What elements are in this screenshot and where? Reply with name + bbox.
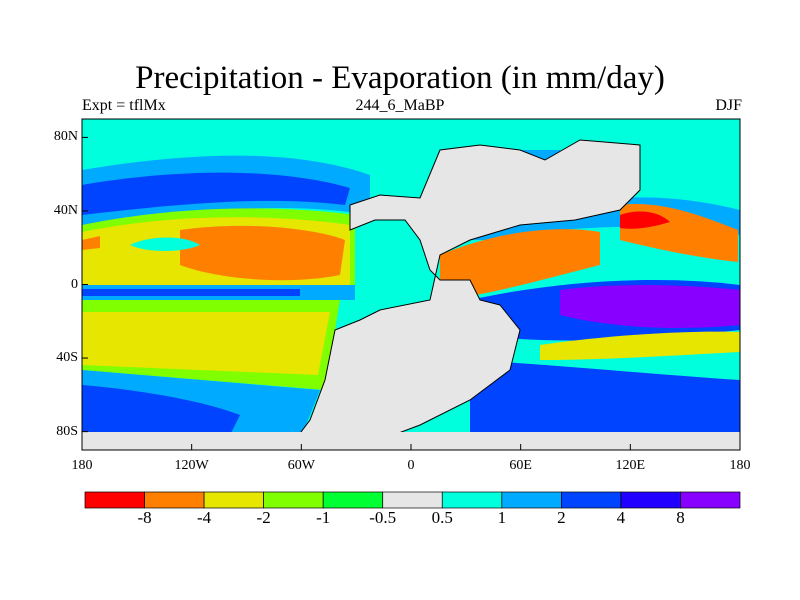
y-tick-label: 40S (56, 350, 78, 366)
equatorial-core (82, 289, 300, 296)
south-indian-track (470, 360, 740, 440)
x-tick-label: 120W (174, 458, 209, 473)
colorbar-swatch (680, 491, 741, 509)
colorbar-swatch (382, 491, 443, 509)
x-tick-label: 60E (509, 458, 532, 473)
colorbar (84, 491, 741, 509)
x-tick-label: 180 (729, 458, 751, 473)
colorbar-label: 1 (497, 508, 507, 527)
asia-intense (620, 211, 670, 229)
colorbar-label: -2 (256, 508, 271, 527)
y-tick-label: 40N (53, 202, 78, 218)
colorbar-swatch (441, 491, 503, 509)
colorbar-swatch (620, 491, 681, 509)
indian-monsoon-core (560, 285, 740, 328)
x-tick-label: 180 (71, 458, 93, 473)
antarctic-land (82, 432, 740, 450)
y-tick-label: 80N (53, 129, 78, 145)
africa-dry (440, 229, 600, 300)
season-label: DJF (715, 97, 742, 114)
chart-title: Precipitation - Evaporation (in mm/day) (135, 60, 665, 96)
contour-field (82, 119, 740, 450)
south-storm-core (82, 385, 240, 435)
colorbar-swatch (203, 491, 264, 509)
colorbar-label: -1 (316, 508, 331, 527)
colorbar-label: -0.5 (369, 508, 397, 527)
colorbar-label: 0.5 (431, 508, 453, 527)
south-subtropic-yellow (82, 312, 330, 375)
colorbar-swatch (84, 491, 145, 509)
y-tick-label: 80S (56, 423, 78, 439)
north-storm-core (82, 172, 350, 215)
colorbar-label: 2 (557, 508, 566, 527)
colorbar-swatch (322, 491, 384, 509)
small-moist-cell (130, 237, 200, 252)
experiment-label: Expt = tflMx (82, 97, 166, 114)
north-pacific-dry (180, 225, 345, 281)
colorbar-swatch (144, 491, 205, 509)
colorbar-label: 4 (616, 508, 626, 527)
land-mass (294, 139, 641, 441)
south-indian-band (540, 331, 740, 360)
x-tick-label: 60W (287, 458, 315, 473)
x-tick-label: 120E (615, 458, 646, 473)
age-label: 244_6_MaBP (355, 97, 445, 114)
colorbar-label: -8 (137, 508, 152, 527)
x-tick-label: 0 (407, 458, 415, 473)
colorbar-swatch (501, 491, 562, 509)
colorbar-label: 8 (676, 508, 685, 527)
colorbar-swatch (263, 491, 324, 509)
north-pacific-dry-west (82, 236, 100, 250)
colorbar-label: -4 (196, 508, 212, 527)
y-tick-label: 0 (71, 276, 78, 292)
colorbar-swatch (561, 491, 622, 509)
axis-ticks (81, 136, 741, 450)
